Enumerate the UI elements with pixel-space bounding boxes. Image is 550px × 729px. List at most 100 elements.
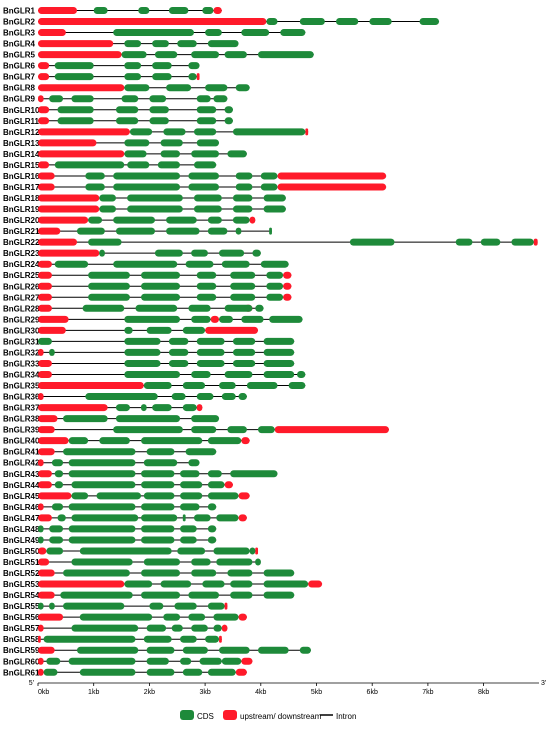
cds-segment bbox=[166, 84, 192, 92]
gene-row: BnGLR32 bbox=[3, 348, 295, 357]
gene-row: BnGLR58 bbox=[3, 635, 222, 644]
gene-label: BnGLR32 bbox=[3, 348, 40, 357]
utr-segment bbox=[205, 326, 259, 334]
cds-segment bbox=[71, 558, 133, 566]
gene-label: BnGLR2 bbox=[3, 18, 36, 27]
utr-segment bbox=[255, 547, 259, 555]
gene-label: BnGLR27 bbox=[3, 293, 40, 302]
cds-segment bbox=[49, 602, 55, 610]
cds-segment bbox=[124, 62, 142, 70]
utr-segment bbox=[219, 635, 222, 643]
gene-row: BnGLR11 bbox=[3, 117, 233, 126]
cds-segment bbox=[115, 404, 130, 412]
cds-segment bbox=[141, 591, 181, 599]
utr-segment bbox=[38, 249, 100, 257]
cds-segment bbox=[152, 62, 172, 70]
cds-segment bbox=[163, 613, 181, 621]
cds-segment bbox=[88, 238, 122, 246]
gene-label: BnGLR23 bbox=[3, 249, 40, 258]
cds-segment bbox=[57, 117, 94, 125]
cds-segment bbox=[49, 95, 64, 103]
gene-row: BnGLR15 bbox=[3, 161, 217, 170]
legend-utr-swatch bbox=[223, 710, 237, 720]
utr-segment bbox=[283, 293, 292, 301]
tick-label: 6kb bbox=[367, 689, 378, 696]
cds-segment bbox=[230, 293, 256, 301]
cds-segment bbox=[124, 150, 147, 158]
cds-segment bbox=[85, 183, 105, 191]
cds-segment bbox=[113, 426, 183, 434]
gene-row: BnGLR12 bbox=[3, 128, 309, 137]
cds-segment bbox=[196, 117, 217, 125]
cds-segment bbox=[113, 29, 194, 37]
cds-segment bbox=[177, 40, 197, 48]
utr-segment bbox=[38, 40, 114, 48]
cds-segment bbox=[124, 359, 161, 367]
cds-segment bbox=[258, 51, 314, 59]
gene-label: BnGLR24 bbox=[3, 260, 40, 269]
utr-segment bbox=[38, 459, 44, 467]
utr-segment bbox=[38, 547, 47, 555]
cds-segment bbox=[182, 646, 208, 654]
utr-segment bbox=[38, 646, 55, 654]
gene-label: BnGLR46 bbox=[3, 503, 40, 512]
cds-segment bbox=[232, 337, 256, 345]
cds-segment bbox=[168, 348, 189, 356]
cds-segment bbox=[207, 536, 217, 544]
utr-segment bbox=[38, 62, 50, 70]
cds-segment bbox=[232, 348, 256, 356]
cds-segment bbox=[219, 382, 236, 390]
cds-segment bbox=[299, 18, 325, 26]
cds-segment bbox=[124, 40, 142, 48]
cds-segment bbox=[255, 304, 264, 312]
cds-segment bbox=[68, 657, 136, 665]
cds-segment bbox=[188, 613, 206, 621]
cds-segment bbox=[221, 393, 236, 401]
cds-segment bbox=[149, 117, 169, 125]
gene-label: BnGLR1 bbox=[3, 7, 36, 16]
gene-row: BnGLR36 bbox=[3, 393, 247, 402]
cds-segment bbox=[152, 73, 172, 81]
gene-row: BnGLR42 bbox=[3, 459, 200, 468]
gene-label: BnGLR43 bbox=[3, 470, 40, 479]
gene-row: BnGLR61 bbox=[3, 668, 247, 677]
gene-row: BnGLR59 bbox=[3, 646, 311, 655]
cds-segment bbox=[113, 183, 181, 191]
gene-label: BnGLR29 bbox=[3, 315, 40, 324]
gene-row: BnGLR33 bbox=[3, 359, 295, 368]
utr-segment bbox=[38, 370, 52, 378]
cds-segment bbox=[99, 194, 116, 202]
utr-segment bbox=[38, 216, 89, 224]
gene-label: BnGLR60 bbox=[3, 657, 40, 666]
utr-segment bbox=[283, 282, 292, 290]
utr-segment bbox=[38, 448, 55, 456]
gene-label: BnGLR54 bbox=[3, 591, 40, 600]
cds-segment bbox=[180, 635, 197, 643]
cds-segment bbox=[230, 271, 256, 279]
cds-segment bbox=[263, 337, 295, 345]
cds-segment bbox=[196, 95, 211, 103]
utr-segment bbox=[305, 128, 309, 136]
gene-row: BnGLR22 bbox=[3, 238, 538, 247]
cds-segment bbox=[38, 337, 52, 345]
cds-segment bbox=[188, 459, 200, 467]
cds-segment bbox=[252, 249, 261, 257]
utr-segment bbox=[38, 150, 125, 158]
cds-segment bbox=[235, 183, 253, 191]
gene-row: BnGLR27 bbox=[3, 293, 292, 302]
gene-row: BnGLR55 bbox=[3, 602, 228, 611]
gene-label: BnGLR14 bbox=[3, 150, 40, 159]
cds-segment bbox=[163, 128, 186, 136]
gene-label: BnGLR58 bbox=[3, 635, 40, 644]
cds-segment bbox=[180, 525, 197, 533]
cds-segment bbox=[38, 536, 44, 544]
gene-label: BnGLR49 bbox=[3, 536, 40, 545]
cds-segment bbox=[207, 602, 225, 610]
cds-segment bbox=[121, 51, 147, 59]
utr-segment bbox=[38, 393, 44, 401]
cds-segment bbox=[188, 172, 220, 180]
gene-label: BnGLR21 bbox=[3, 227, 40, 236]
cds-segment bbox=[127, 205, 183, 213]
cds-segment bbox=[63, 602, 125, 610]
